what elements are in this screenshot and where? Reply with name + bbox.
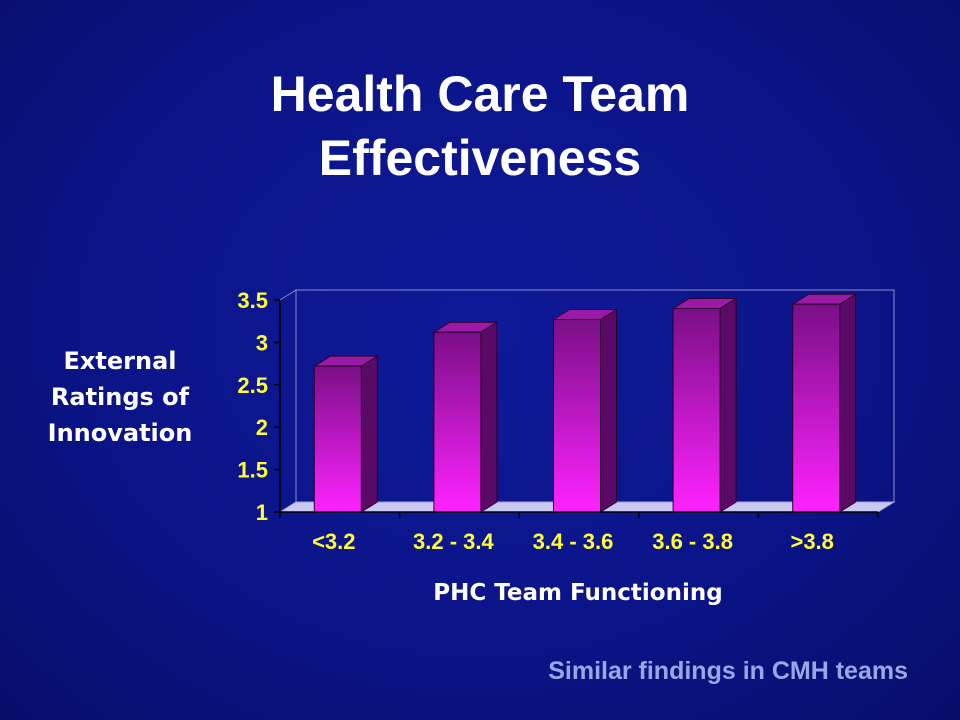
bar-side bbox=[600, 308, 617, 513]
y-tick-label: 1 bbox=[256, 500, 268, 525]
bar-front bbox=[553, 319, 601, 513]
x-tick-label: <3.2 bbox=[312, 529, 355, 554]
tick-labels: 1 1.5 2 2.5 3 3.5 <3.2 3.2 - 3.4 3.4 - 3.6 3.6 - … bbox=[237, 288, 834, 554]
y-axis-title-line-3: Innovation bbox=[47, 419, 193, 447]
bar-front bbox=[672, 307, 721, 513]
bar bbox=[671, 297, 738, 513]
x-tick-label: 3.2 - 3.4 bbox=[413, 529, 494, 554]
x-axis-title: PHC Team Functioning bbox=[433, 580, 722, 606]
bar bbox=[432, 321, 499, 513]
plot-left-wall-edge bbox=[279, 289, 297, 301]
x-tick-label: 3.6 - 3.8 bbox=[652, 529, 733, 554]
bar-side bbox=[719, 297, 737, 513]
bar-side bbox=[480, 321, 498, 513]
x-tick-label: 3.4 - 3.6 bbox=[533, 529, 614, 554]
footer-note: Similar findings in CMH teams bbox=[548, 657, 908, 685]
y-tick-label: 2.5 bbox=[237, 373, 268, 398]
axes bbox=[274, 299, 879, 518]
bar-side bbox=[839, 293, 857, 513]
bar bbox=[312, 355, 380, 513]
bar-side bbox=[360, 355, 378, 513]
bar-front bbox=[792, 303, 841, 513]
title-line-1: Health Care Team bbox=[270, 66, 690, 122]
bar-front bbox=[313, 365, 362, 513]
y-tick-label: 3.5 bbox=[237, 288, 268, 313]
y-axis-title-line-1: External bbox=[63, 347, 177, 375]
title-line-2: Effectiveness bbox=[318, 130, 642, 186]
y-tick-label: 3 bbox=[256, 330, 268, 355]
y-axis-title-line-2: Ratings of bbox=[50, 383, 190, 411]
page-title: Health Care Team Effectiveness bbox=[0, 62, 960, 190]
bars bbox=[312, 293, 858, 513]
x-tick-label: >3.8 bbox=[790, 529, 833, 554]
bar bbox=[790, 293, 858, 513]
y-tick-label: 2 bbox=[256, 415, 268, 440]
y-axis-title: External Ratings of Innovation bbox=[30, 343, 210, 451]
y-tick-label: 1.5 bbox=[237, 458, 268, 483]
bar-front bbox=[433, 331, 482, 513]
bar bbox=[551, 308, 619, 513]
